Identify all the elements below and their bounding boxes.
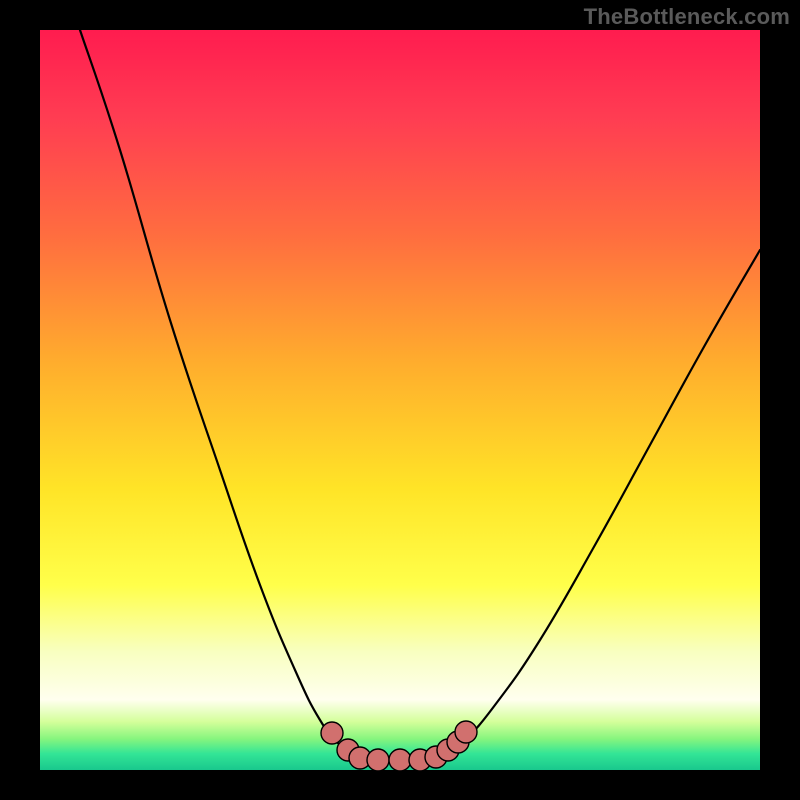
bottleneck-curve-chart <box>0 0 800 800</box>
marker-dot <box>455 721 477 743</box>
chart-stage: TheBottleneck.com <box>0 0 800 800</box>
marker-dot <box>321 722 343 744</box>
plot-area <box>40 30 760 770</box>
marker-dot <box>367 749 389 771</box>
watermark-text: TheBottleneck.com <box>584 4 790 30</box>
marker-dot <box>389 749 411 771</box>
